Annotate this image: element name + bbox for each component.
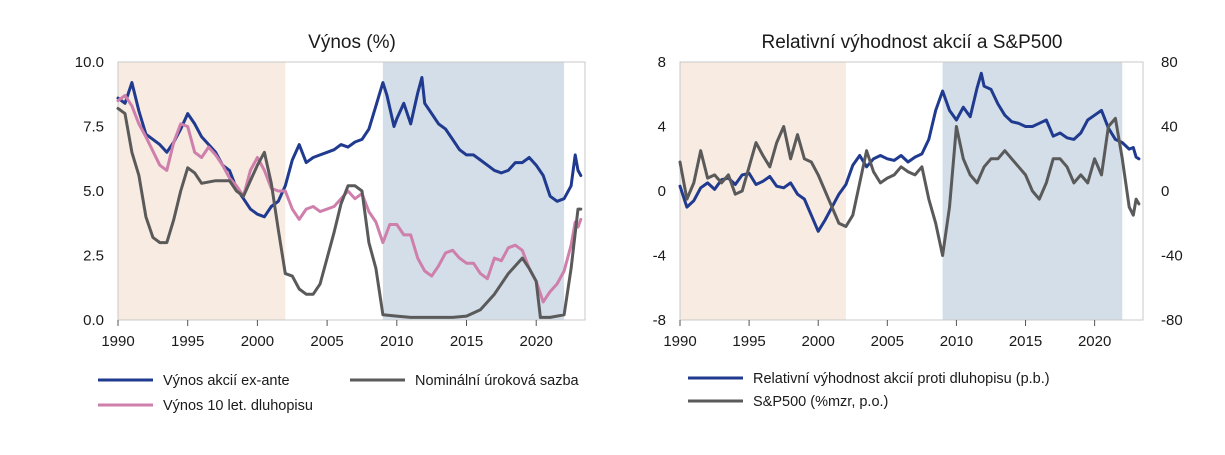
- x-tick-label: 1990: [101, 333, 134, 350]
- y-tick-label: 0.0: [83, 312, 104, 329]
- y-tick-label: -8: [653, 312, 666, 329]
- x-tick-label: 2000: [802, 333, 835, 350]
- series-line: [678, 71, 1141, 233]
- y-right-tick-label: -80: [1161, 312, 1183, 329]
- x-tick-label: 1995: [171, 333, 204, 350]
- chart-title: Výnos (%): [308, 32, 396, 53]
- relative-attractiveness-chart: Relativní výhodnost akcií a S&P500 1990 19…: [653, 32, 1183, 410]
- plot-area: [679, 61, 1144, 321]
- x-tick-label: 1995: [732, 333, 765, 350]
- y-tick-label: 4: [658, 119, 666, 136]
- series-line: [678, 116, 1141, 257]
- y-right-tick-label: 40: [1161, 119, 1178, 136]
- y-tick-label: 10.0: [75, 54, 104, 71]
- legend-label: Relativní výhodnost akcií proti dluhopis…: [753, 371, 1050, 387]
- x-tick-label: 2015: [450, 333, 483, 350]
- chart-title: Relativní výhodnost akcií a S&P500: [761, 32, 1062, 53]
- series-line: [116, 94, 583, 304]
- y-right-tick-label: 0: [1161, 183, 1169, 200]
- y-tick-label: -4: [653, 248, 666, 265]
- x-tick-label: 2000: [241, 333, 274, 350]
- legend-label: Výnos 10 let. dluhopisu: [163, 398, 313, 414]
- x-tick-label: 2020: [520, 333, 553, 350]
- y-right-tick-label: -40: [1161, 248, 1183, 265]
- x-tick-label: 1990: [663, 333, 696, 350]
- series-line: [116, 106, 583, 319]
- shaded-period: [118, 62, 286, 320]
- legend-label: S&P500 (%mzr, p.o.): [753, 394, 888, 410]
- yield-chart: Výnos (%) 1990 1995 2000 2005 2010 2015 2020 0.0…: [75, 32, 586, 414]
- y-tick-label: 5.0: [83, 183, 104, 200]
- legend-label: Nominální úroková sazba: [415, 373, 580, 389]
- x-tick-label: 2005: [871, 333, 904, 350]
- series-line: [116, 76, 583, 219]
- y-right-tick-label: 80: [1161, 54, 1178, 71]
- y-tick-label: 2.5: [83, 248, 104, 265]
- x-tick-label: 2020: [1078, 333, 1111, 350]
- legend-label: Výnos akcií ex-ante: [163, 373, 290, 389]
- x-tick-label: 2015: [1009, 333, 1042, 350]
- y-tick-label: 7.5: [83, 119, 104, 136]
- x-tick-label: 2005: [310, 333, 343, 350]
- y-tick-label: 8: [658, 54, 666, 71]
- shaded-period: [680, 62, 846, 320]
- x-tick-label: 2010: [380, 333, 413, 350]
- y-tick-label: 0: [658, 183, 666, 200]
- x-tick-label: 2010: [940, 333, 973, 350]
- plot-area: [117, 61, 586, 321]
